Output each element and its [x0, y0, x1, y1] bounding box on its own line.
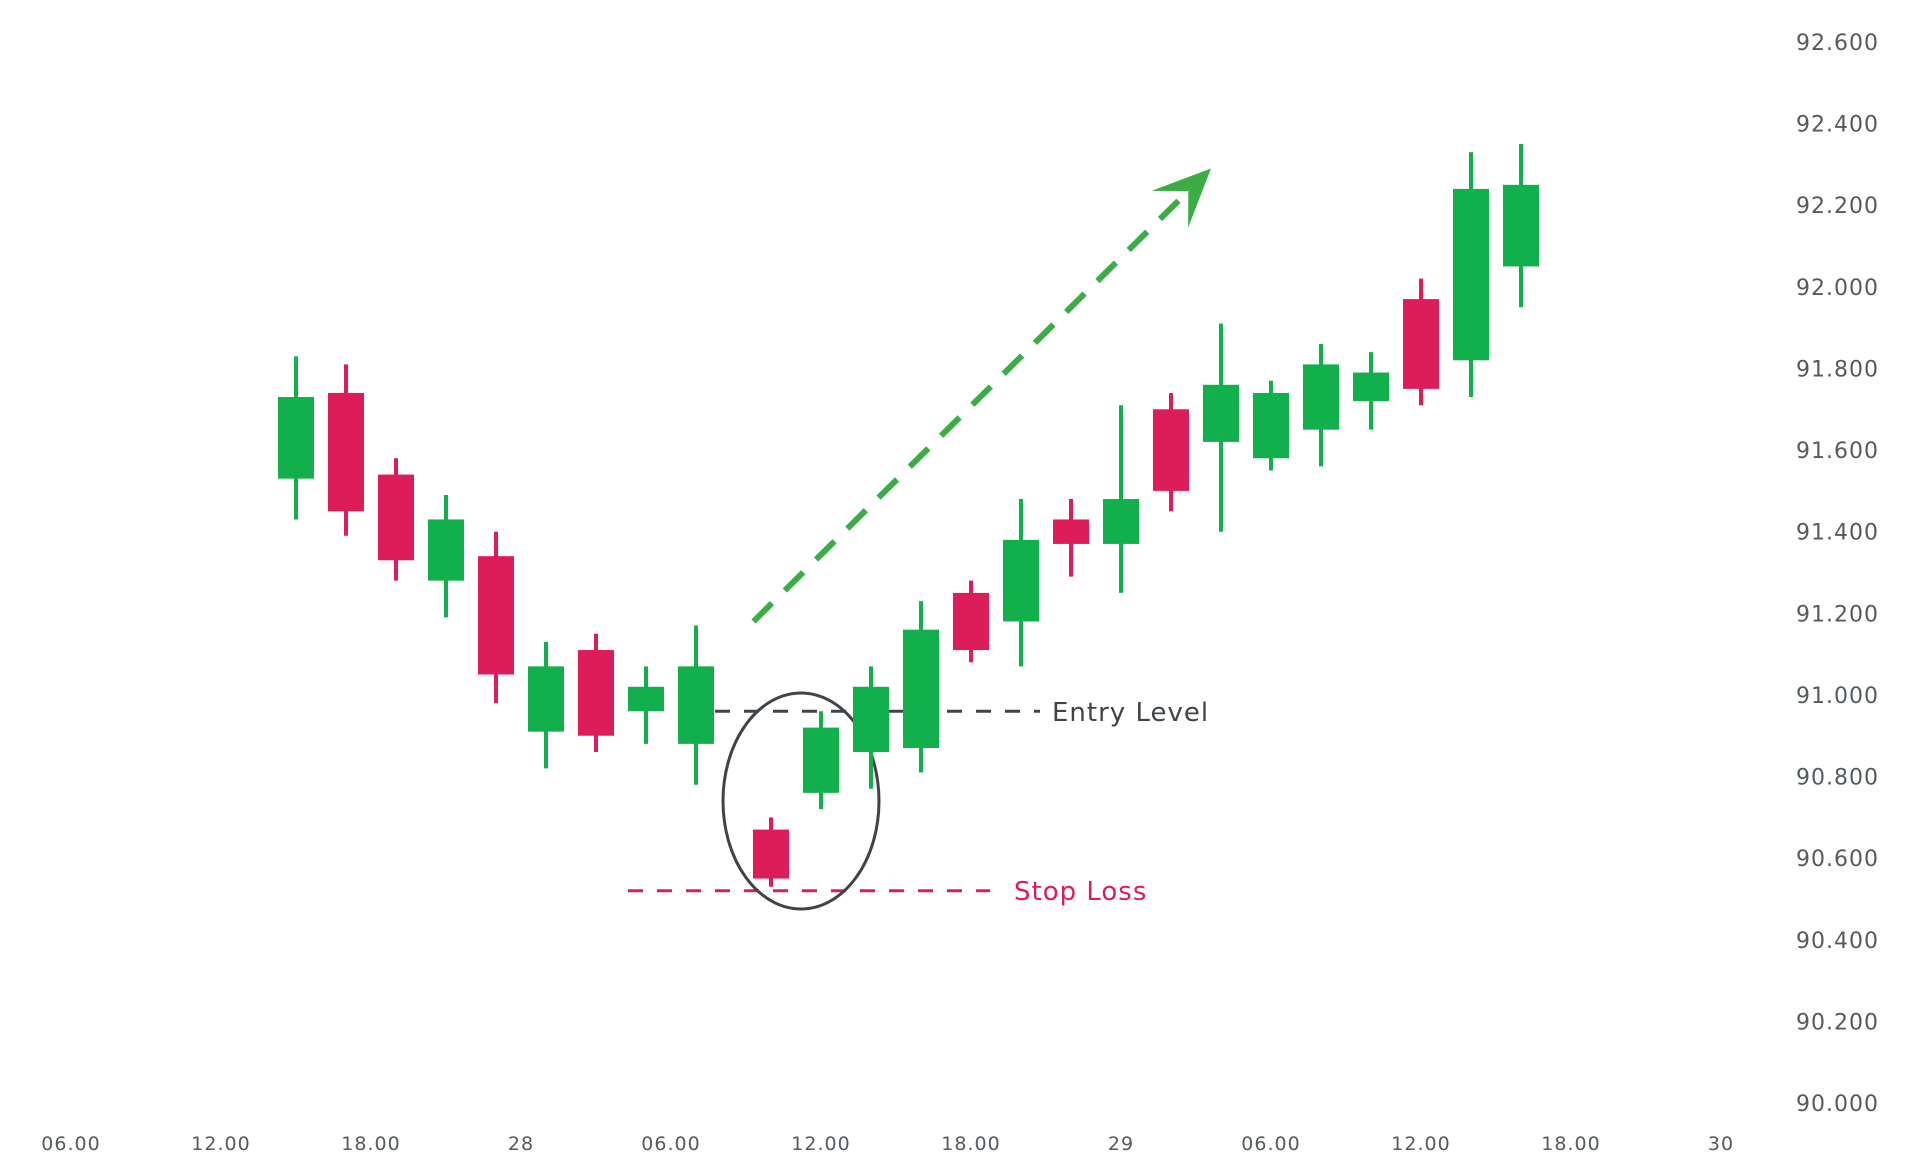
- y-tick-label: 91.800: [1796, 357, 1879, 382]
- y-tick-label: 91.400: [1796, 521, 1879, 546]
- bullish-candle: [1003, 499, 1039, 667]
- candle-body: [1203, 384, 1239, 442]
- candle-body: [903, 629, 939, 748]
- y-tick-label: 91.600: [1796, 439, 1879, 464]
- candle-body: [1503, 184, 1539, 267]
- annotations-layer: [628, 168, 1211, 911]
- y-tick-label: 92.200: [1796, 194, 1879, 219]
- candle-body: [1353, 372, 1389, 402]
- candle-body: [478, 556, 514, 675]
- bearish-candle: [578, 633, 614, 753]
- candle-body: [1253, 392, 1289, 459]
- candles-layer: [278, 144, 1539, 887]
- x-tick-label: 06.00: [1241, 1133, 1300, 1155]
- candle-body: [278, 397, 314, 479]
- x-tick-label: 12.00: [791, 1133, 850, 1155]
- bullish-candle: [1353, 352, 1389, 430]
- x-tick-label: 12.00: [1391, 1133, 1450, 1155]
- y-tick-label: 90.400: [1796, 929, 1879, 954]
- candle-body: [853, 686, 889, 753]
- candle-body: [1303, 364, 1339, 430]
- bullish-candle: [1503, 144, 1539, 308]
- bearish-candle: [1053, 499, 1089, 577]
- y-tick-label: 92.400: [1796, 113, 1879, 138]
- bullish-candle: [1303, 343, 1339, 467]
- reversal-circle: [721, 691, 881, 911]
- x-tick-label: 18.00: [341, 1133, 400, 1155]
- bullish-candle: [628, 666, 664, 744]
- bullish-candle: [1453, 152, 1489, 398]
- candle-body: [1153, 409, 1189, 491]
- candle-body: [953, 592, 989, 651]
- candle-body: [753, 829, 789, 879]
- bullish-candle: [278, 356, 314, 520]
- bearish-candle: [328, 364, 364, 536]
- x-tick-label: 12.00: [191, 1133, 250, 1155]
- x-tick-label: 30: [1708, 1133, 1734, 1155]
- x-tick-label: 06.00: [641, 1133, 700, 1155]
- candle-body: [378, 474, 414, 561]
- trend-arrow-head: [1151, 168, 1211, 228]
- bullish-candle: [853, 666, 889, 789]
- y-tick-label: 92.000: [1796, 276, 1879, 301]
- candle-body: [678, 666, 714, 744]
- y-tick-label: 91.000: [1796, 684, 1879, 709]
- bearish-candle: [753, 817, 789, 887]
- candle-body: [528, 666, 564, 732]
- candle-body: [578, 650, 614, 736]
- stop-loss-label: Stop Loss: [1014, 877, 1147, 907]
- candle-body: [1053, 519, 1089, 544]
- candle-body: [628, 686, 664, 712]
- candle-body: [1003, 539, 1039, 622]
- bullish-candle: [903, 601, 939, 773]
- x-tick-label: 28: [508, 1133, 534, 1155]
- y-tick-label: 90.600: [1796, 847, 1879, 872]
- ticks-layer: 92.600 92.400 92.200 92.000 91.800 91.600 91.4…: [41, 31, 1879, 1155]
- bullish-candle: [1253, 380, 1289, 471]
- bullish-candle: [1103, 405, 1139, 593]
- bearish-candle: [478, 531, 514, 704]
- entry-level-label: Entry Level: [1052, 698, 1209, 728]
- bullish-candle: [528, 641, 564, 769]
- bullish-candle: [803, 711, 839, 810]
- bearish-candle: [378, 458, 414, 581]
- y-tick-label: 90.200: [1796, 1010, 1879, 1035]
- x-tick-label: 18.00: [941, 1133, 1000, 1155]
- y-tick-label: 91.200: [1796, 602, 1879, 627]
- y-tick-label: 92.600: [1796, 31, 1879, 56]
- bullish-candle: [678, 625, 714, 785]
- candle-body: [328, 392, 364, 512]
- trend-arrow-line: [751, 188, 1191, 624]
- bearish-candle: [1403, 278, 1439, 406]
- bearish-candle: [953, 580, 989, 663]
- bullish-candle: [428, 494, 464, 618]
- y-tick-label: 90.800: [1796, 766, 1879, 791]
- annotation-labels: Entry Level Stop Loss: [1014, 698, 1209, 907]
- candle-body: [803, 727, 839, 793]
- bullish-candle: [1203, 323, 1239, 532]
- candle-body: [428, 519, 464, 581]
- candle-body: [1453, 188, 1489, 361]
- x-tick-label: 06.00: [41, 1133, 100, 1155]
- candle-body: [1103, 499, 1139, 544]
- y-tick-label: 90.000: [1796, 1092, 1879, 1117]
- candle-body: [1403, 299, 1439, 389]
- x-tick-label: 18.00: [1541, 1133, 1600, 1155]
- x-tick-label: 29: [1108, 1133, 1134, 1155]
- bearish-candle: [1153, 392, 1189, 512]
